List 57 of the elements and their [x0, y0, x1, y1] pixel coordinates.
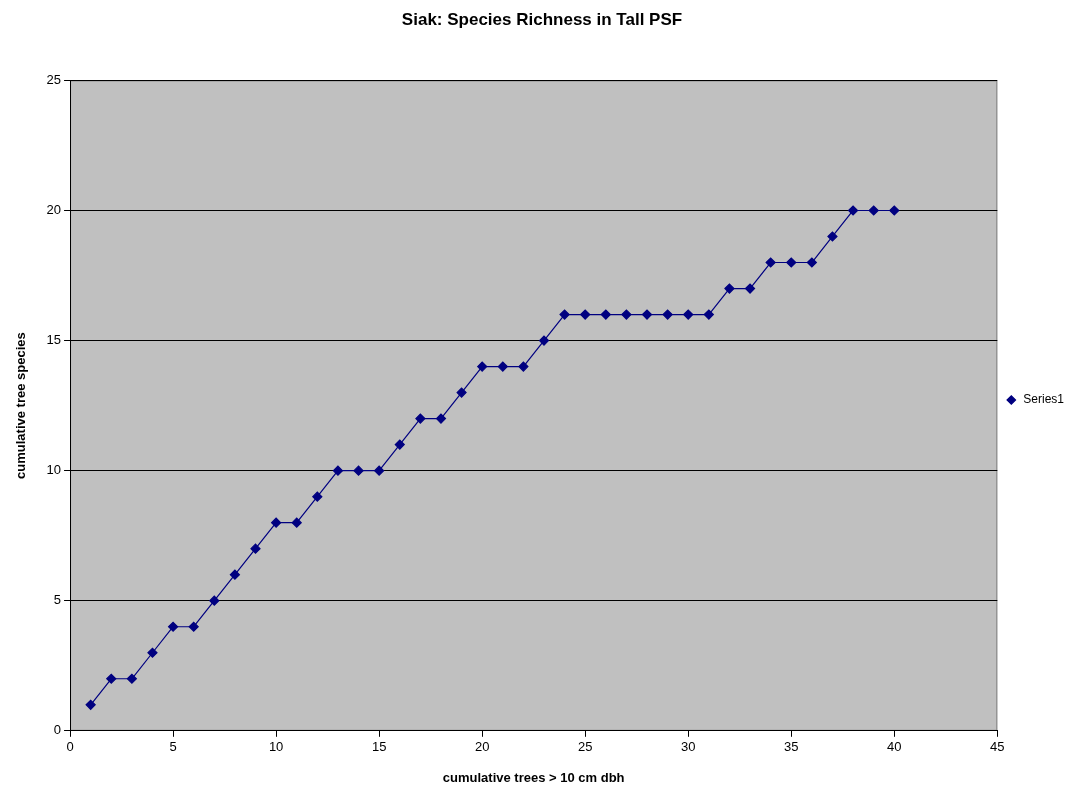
point [683, 309, 694, 320]
point [786, 257, 797, 268]
point [106, 673, 117, 684]
y-tick-label: 5 [53, 592, 62, 608]
point [518, 361, 529, 372]
y-tick-label: 15 [46, 332, 62, 348]
point [415, 413, 426, 424]
point [209, 595, 220, 606]
point [724, 283, 735, 294]
point [126, 673, 137, 684]
point [703, 309, 714, 320]
x-tick-label: 25 [577, 739, 593, 755]
point [806, 257, 817, 268]
point [332, 465, 344, 476]
x-tick-label: 5 [169, 739, 177, 755]
x-tick-label: 10 [268, 739, 284, 755]
point [353, 465, 364, 476]
x-tick-label: 40 [887, 739, 902, 755]
x-tick-label: 20 [474, 739, 490, 755]
legend-label: Series1 [1023, 392, 1065, 407]
point [167, 621, 179, 632]
x-tick-label: 15 [371, 739, 387, 755]
x-tick-label: 35 [784, 739, 799, 755]
y-tick-label: 10 [46, 462, 62, 478]
chart-title: Siak: Species Richness in Tall PSF [401, 9, 683, 29]
y-tick-label: 0 [53, 722, 62, 738]
x-tick-label: 0 [66, 739, 74, 755]
point [147, 647, 158, 658]
point [765, 257, 776, 268]
point [827, 231, 838, 242]
point [580, 309, 591, 320]
point [312, 491, 323, 502]
point [477, 361, 488, 372]
point [497, 361, 508, 372]
x-tick-label: 45 [990, 739, 1005, 755]
point [889, 205, 900, 216]
point [229, 569, 241, 580]
point [662, 309, 673, 320]
y-axis-title: cumulative tree species [13, 332, 29, 479]
x-axis-title: cumulative trees > 10 cm dbh [442, 769, 625, 785]
point [868, 205, 879, 216]
y-tick-label: 20 [46, 202, 62, 218]
point [271, 517, 282, 528]
point [600, 309, 611, 320]
point [394, 439, 405, 450]
point [291, 517, 302, 528]
x-tick-label: 30 [680, 739, 696, 755]
point [188, 621, 199, 632]
point [847, 205, 859, 216]
point [456, 387, 467, 398]
y-tick-label: 25 [46, 71, 62, 87]
point [435, 413, 447, 424]
point [250, 543, 261, 554]
point [85, 699, 96, 710]
point [374, 465, 385, 476]
point [621, 309, 632, 320]
point [559, 309, 570, 320]
